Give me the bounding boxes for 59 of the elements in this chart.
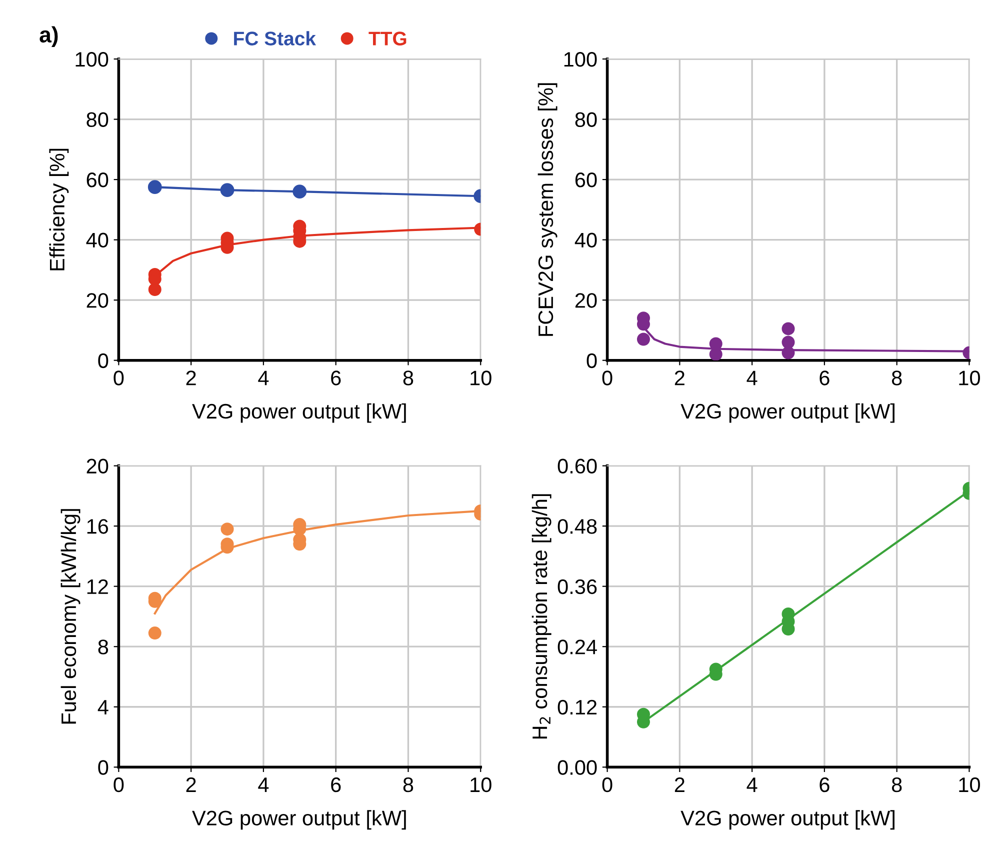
x-tick-label: 8	[892, 370, 902, 386]
x-tick-label: 4	[258, 778, 269, 792]
x-tick-label: 2	[674, 370, 684, 386]
x-tick-label: 0	[114, 777, 124, 792]
x-axis-title: V2G power output [kW]	[192, 403, 406, 423]
x-tick-label: 2	[674, 777, 684, 792]
y-tick-label: 20	[575, 293, 597, 308]
x-tick-label: 8	[892, 777, 902, 792]
x-axis-title: V2G power output [kW]	[680, 403, 894, 423]
y-axis-title: Fuel economy [kWh/kg]	[60, 509, 80, 724]
x-tick-label: 4	[258, 370, 269, 386]
y-tick-label: 0	[98, 760, 108, 775]
y-tick-label: 80	[575, 112, 597, 128]
x-tick-label: 6	[820, 370, 830, 386]
x-axis-title: V2G power output [kW]	[680, 810, 894, 830]
legend-label: FC Stack	[234, 31, 316, 46]
x-tick-label: 8	[403, 777, 414, 792]
y-axis-title: FCEV2G system losses [%]	[538, 83, 558, 336]
x-tick-label: 0	[602, 370, 612, 386]
x-tick-label: 0	[114, 370, 124, 386]
x-tick-label: 2	[186, 370, 196, 386]
y-tick-label: 20	[86, 458, 108, 474]
y-tick-label: 80	[86, 112, 108, 128]
y-tick-label: 0.60	[558, 458, 597, 474]
y-tick-label: 0.12	[558, 700, 597, 715]
y-tick-label: 12	[87, 579, 108, 594]
y-tick-label: 8	[98, 640, 108, 654]
x-tick-label: 0	[602, 777, 612, 792]
y-tick-label: 0	[586, 353, 597, 368]
x-tick-label: 4	[746, 778, 758, 792]
text: a)	[40, 26, 58, 47]
y-tick-label: 60	[575, 172, 597, 188]
legend-label: TTG	[368, 32, 406, 46]
x-tick-label: 10	[470, 370, 492, 386]
y-tick-label: 0.48	[558, 519, 597, 534]
y-tick-label: 40	[574, 232, 597, 248]
x-tick-label: 10	[959, 777, 980, 792]
x-tick-label: 2	[186, 777, 196, 792]
y-tick-label: 4	[98, 700, 108, 714]
x-tick-label: 4	[746, 370, 758, 386]
y-tick-label: 100	[76, 52, 108, 67]
x-tick-label: 6	[331, 777, 341, 792]
y-axis-title: Efficiency [%]	[49, 148, 69, 270]
x-tick-label: 6	[331, 370, 341, 386]
y-tick-label: 0.00	[558, 760, 597, 775]
y-tick-label: 0.36	[558, 579, 597, 594]
y-tick-label: 0	[98, 353, 108, 368]
x-tick-label: 10	[959, 370, 980, 386]
x-axis-title: V2G power output [kW]	[192, 810, 406, 830]
y-tick-label: 100	[564, 52, 597, 67]
y-tick-label: 16	[87, 519, 108, 534]
y-tick-label: 0.24	[558, 640, 597, 654]
y-tick-label: 40	[86, 232, 108, 248]
y-tick-label: 60	[86, 172, 108, 188]
x-tick-label: 6	[820, 777, 830, 792]
y-tick-label: 20	[86, 293, 108, 308]
x-tick-label: 8	[403, 370, 414, 386]
y-axis-title: H$_{2}$ consumption rate [kg/h]	[532, 494, 552, 739]
x-tick-label: 10	[470, 777, 492, 792]
